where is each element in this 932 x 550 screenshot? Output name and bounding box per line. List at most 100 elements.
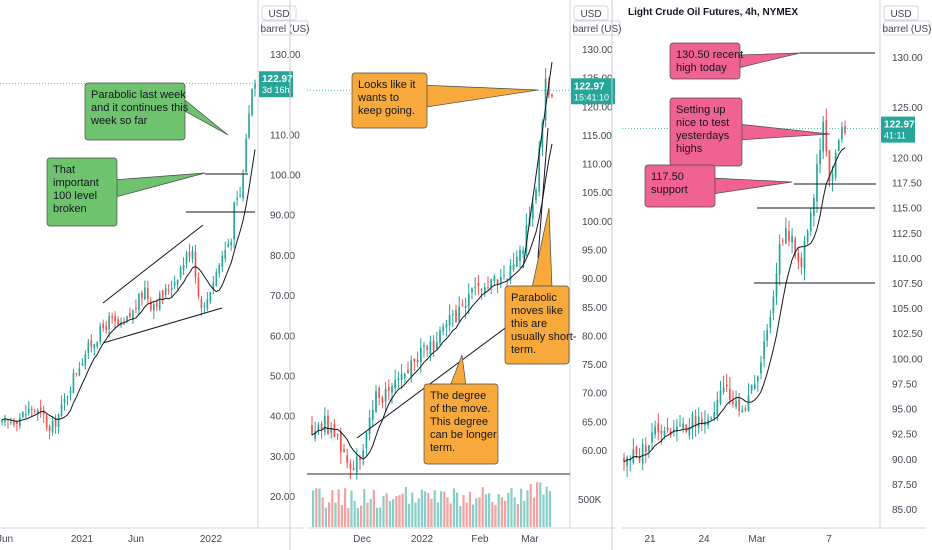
y-tick-label: 97.50	[892, 379, 917, 390]
volume-bar	[452, 488, 455, 527]
candle-body	[800, 257, 803, 267]
volume-bar	[484, 494, 487, 527]
candle-body	[212, 282, 215, 290]
candle-body	[778, 243, 781, 275]
candle-body	[311, 425, 313, 435]
candle-body	[108, 315, 110, 329]
candle-body	[248, 113, 250, 138]
candle-body	[362, 450, 365, 458]
candle-body	[464, 305, 467, 308]
candle-body	[750, 384, 753, 392]
moving-average-line	[623, 147, 846, 463]
volume-bar	[539, 482, 542, 527]
candle-body	[509, 265, 512, 281]
y-tick-label: 100.00	[270, 171, 301, 182]
candle-body	[700, 418, 703, 425]
candle-body	[719, 390, 722, 404]
volume-bar	[388, 501, 391, 527]
currency-label: USD	[268, 9, 289, 20]
candle-body	[7, 419, 9, 421]
candle-body	[16, 421, 18, 425]
candle-body	[69, 390, 72, 394]
candle-body	[365, 432, 368, 448]
candle-body	[519, 249, 521, 262]
callout-keep-going	[351, 72, 428, 129]
candle-body	[480, 289, 483, 291]
candle-body	[147, 288, 149, 299]
candle-body	[57, 414, 60, 428]
volume-bar	[494, 504, 497, 527]
volume-bar	[395, 496, 398, 527]
candle-body	[30, 409, 33, 411]
candle-body	[397, 378, 400, 381]
x-tick-label: Jun	[128, 534, 144, 545]
candle-body	[317, 424, 320, 430]
candle-body	[794, 238, 797, 257]
candle-body	[791, 235, 793, 243]
volume-bar	[516, 504, 519, 527]
y-tick-label: 80.00	[270, 251, 295, 262]
candle-body	[657, 423, 660, 433]
y-tick-label: 92.50	[892, 430, 917, 441]
candle-body	[522, 250, 525, 254]
x-tick-label: Dec	[353, 534, 371, 545]
candle-body	[368, 417, 371, 435]
candle-body	[688, 426, 691, 436]
y-tick-label: 87.50	[892, 480, 917, 491]
volume-bar	[347, 508, 350, 527]
candle-body	[224, 249, 227, 259]
callout-text: Parabolic	[511, 292, 557, 304]
last-price-label: 122.97	[884, 120, 915, 131]
candle-body	[676, 426, 678, 433]
candle-body	[809, 212, 812, 232]
candle-body	[209, 291, 212, 302]
y-tick-label: 130.00	[270, 50, 301, 61]
candle-body	[813, 198, 815, 217]
candle-body	[239, 195, 241, 197]
callout-pointer	[737, 52, 801, 69]
y-tick-label: 20.00	[270, 492, 295, 503]
last-price-label: 122.97	[574, 81, 605, 92]
candle-body	[323, 416, 326, 432]
callout-100-level	[46, 157, 118, 227]
candle-body	[87, 342, 90, 353]
candle-body	[531, 204, 534, 219]
candle-body	[623, 457, 625, 463]
unit-badge	[573, 20, 621, 36]
y-tick-label: 85.00	[892, 505, 917, 516]
volume-bar	[433, 490, 436, 527]
candle-body	[333, 423, 336, 437]
volume-bar	[424, 491, 427, 527]
volume-bar	[497, 494, 500, 527]
y-tick-label: 80.00	[582, 331, 607, 342]
candle-body	[144, 287, 146, 300]
candle-body	[685, 424, 688, 432]
candle-body	[644, 445, 647, 452]
y-tick-label: 110.00	[270, 130, 300, 141]
candle-body	[394, 380, 397, 388]
callout-support	[644, 164, 716, 208]
candle-body	[722, 387, 725, 392]
candle-body	[732, 401, 734, 405]
candle-body	[834, 152, 837, 178]
y-tick-label: 30.00	[270, 452, 295, 463]
candle-body	[236, 197, 238, 200]
y-tick-label: 90.00	[582, 274, 607, 285]
volume-bar	[353, 500, 356, 527]
channel-lower-line	[102, 307, 223, 344]
candle-body	[841, 127, 843, 140]
candle-body	[371, 409, 374, 420]
volume-bar	[401, 493, 404, 527]
panel-weekly[interactable]: USD barrel (US) 130.00 110.00 100.00 90.00 80.…	[0, 0, 309, 545]
candle-body	[666, 427, 669, 431]
candle-body	[451, 314, 454, 316]
candle-body	[63, 398, 66, 404]
candle-body	[535, 189, 537, 201]
panel-4h[interactable]: USD barrel (US) 130.00 125.00 120.00 117.50 11…	[622, 0, 931, 545]
candle-body	[391, 386, 393, 393]
callout-text: The degree	[430, 390, 486, 402]
candle-body	[176, 279, 179, 285]
callout-recent-high	[669, 42, 741, 80]
